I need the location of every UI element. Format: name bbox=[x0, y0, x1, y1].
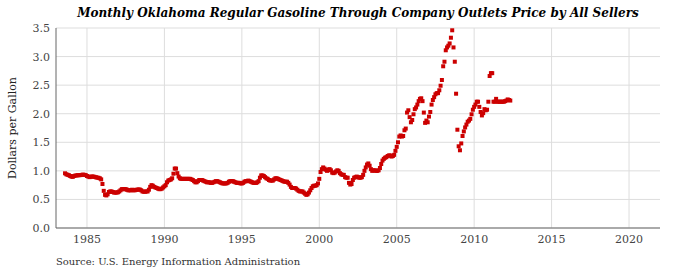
x-tick-label: 2005 bbox=[383, 233, 411, 246]
y-tick-label: 0.5 bbox=[33, 193, 51, 206]
grid-line bbox=[319, 28, 320, 228]
y-axis-label: Dollars per Gallon bbox=[6, 77, 19, 179]
grid-line bbox=[56, 56, 660, 57]
grid-line bbox=[56, 142, 660, 143]
point bbox=[378, 166, 382, 170]
x-tick-label: 2000 bbox=[305, 233, 333, 246]
y-tick-label: 1.0 bbox=[33, 165, 51, 178]
point bbox=[470, 112, 474, 116]
source-note: Source: U.S. Energy Information Administ… bbox=[56, 256, 301, 267]
point bbox=[462, 129, 466, 133]
y-tick-label: 2.5 bbox=[33, 79, 51, 92]
point bbox=[454, 92, 458, 96]
point bbox=[411, 112, 415, 116]
point bbox=[404, 127, 408, 131]
point bbox=[455, 128, 459, 132]
x-tick-label: 2020 bbox=[615, 233, 643, 246]
point bbox=[485, 108, 489, 112]
y-tick-label: 0.0 bbox=[33, 222, 51, 235]
point bbox=[361, 173, 365, 177]
x-tick-label: 1995 bbox=[228, 233, 256, 246]
point bbox=[379, 162, 383, 166]
point bbox=[175, 171, 179, 175]
point bbox=[459, 141, 463, 145]
point bbox=[441, 64, 445, 68]
grid-line bbox=[56, 28, 660, 29]
point bbox=[395, 145, 399, 149]
x-tick-label: 2015 bbox=[538, 233, 566, 246]
point bbox=[393, 149, 397, 153]
point bbox=[406, 108, 410, 112]
point bbox=[410, 118, 414, 122]
point bbox=[171, 172, 175, 176]
point bbox=[392, 153, 396, 157]
point bbox=[486, 100, 490, 104]
point bbox=[422, 111, 426, 115]
point bbox=[257, 179, 261, 183]
point bbox=[170, 176, 174, 180]
point bbox=[99, 177, 103, 181]
point bbox=[428, 110, 432, 114]
grid-line bbox=[86, 28, 87, 228]
x-tick-label: 1985 bbox=[73, 233, 101, 246]
x-tick-label: 1990 bbox=[150, 233, 178, 246]
point bbox=[468, 117, 472, 121]
point bbox=[449, 36, 453, 40]
grid-line bbox=[56, 170, 660, 171]
point bbox=[415, 103, 419, 107]
point bbox=[439, 84, 443, 88]
point bbox=[426, 120, 430, 124]
y-tick-label: 3.0 bbox=[33, 51, 51, 64]
point bbox=[477, 105, 481, 109]
grid-line bbox=[56, 113, 660, 114]
chart: 0.0 0.5 1.0 1.5 2.0 2.5 3.0 3.5 1985 1990 1995 2000… bbox=[0, 0, 675, 275]
grid-line bbox=[396, 28, 397, 228]
point bbox=[427, 115, 431, 119]
y-tick-label: 2.0 bbox=[33, 108, 51, 121]
point bbox=[317, 177, 321, 181]
point bbox=[448, 41, 452, 45]
point bbox=[102, 189, 106, 193]
title: Monthly Oklahoma Regular Gasoline Throug… bbox=[76, 6, 639, 20]
point bbox=[350, 182, 354, 186]
y-tick-label: 1.5 bbox=[33, 136, 51, 149]
grid-line bbox=[56, 85, 660, 86]
point bbox=[430, 103, 434, 107]
point bbox=[440, 78, 444, 82]
point bbox=[461, 134, 465, 138]
point bbox=[174, 167, 178, 171]
grid-line bbox=[241, 28, 242, 228]
grid-line bbox=[164, 28, 165, 228]
grid-line bbox=[56, 199, 660, 200]
point bbox=[368, 164, 372, 168]
point bbox=[452, 45, 456, 49]
point bbox=[453, 60, 457, 64]
point bbox=[421, 99, 425, 103]
grid-line bbox=[629, 28, 630, 228]
point bbox=[362, 169, 366, 173]
y-tick-label: 3.5 bbox=[33, 22, 51, 35]
point bbox=[458, 148, 462, 152]
point bbox=[100, 182, 104, 186]
grid-line bbox=[56, 228, 660, 229]
point bbox=[316, 181, 320, 185]
x-tick-label: 2010 bbox=[460, 233, 488, 246]
grid bbox=[56, 28, 660, 228]
points bbox=[63, 28, 512, 197]
grid-line bbox=[551, 28, 552, 228]
point bbox=[437, 88, 441, 92]
point bbox=[490, 71, 494, 75]
point bbox=[396, 140, 400, 144]
point bbox=[401, 134, 405, 138]
y-axis-line bbox=[56, 28, 57, 228]
point bbox=[476, 100, 480, 104]
point bbox=[508, 99, 512, 103]
grid-line bbox=[474, 28, 475, 228]
x-axis-line bbox=[56, 228, 660, 229]
point bbox=[450, 28, 454, 32]
point bbox=[442, 60, 446, 64]
point bbox=[346, 176, 350, 180]
